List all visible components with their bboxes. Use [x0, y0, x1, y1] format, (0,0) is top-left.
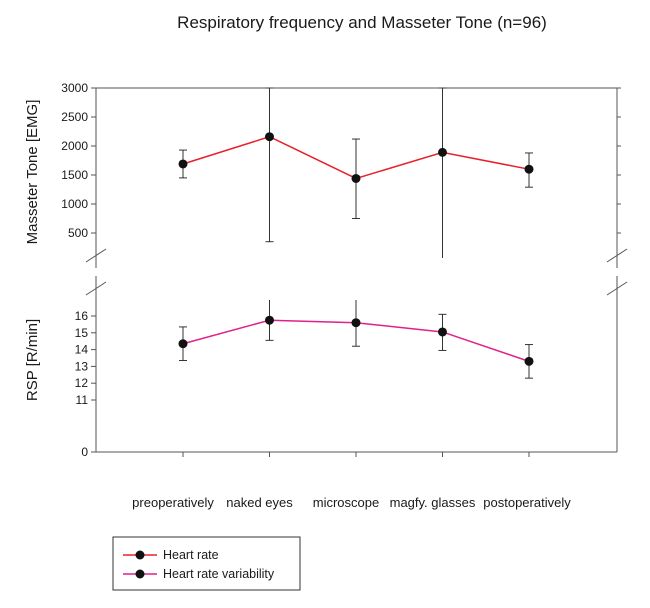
legend-box [112, 536, 301, 591]
legend-label: Heart rate variability [163, 567, 275, 581]
data-point [351, 318, 361, 328]
legend-marker [135, 569, 145, 579]
data-point [438, 147, 447, 157]
y-tick-label: 13 [75, 359, 89, 373]
data-point [265, 315, 274, 325]
y-tick-label: 14 [75, 343, 89, 357]
legend: Heart rate Heart rate variability [112, 536, 301, 591]
plot-frame [85, 87, 628, 457]
y-tick-label: 3000 [61, 81, 88, 95]
x-axis-labels: preoperatively naked eyes microscope magfy.… [132, 495, 571, 510]
y-tick-label: 2000 [61, 139, 88, 153]
y-tick-label: 1500 [61, 168, 88, 182]
data-point [178, 159, 188, 169]
x-tick-label: naked eyes [226, 495, 293, 510]
y-tick-label: 1000 [61, 197, 88, 211]
data-point [438, 327, 447, 337]
y-tick-label: 11 [76, 393, 89, 407]
data-point [265, 132, 274, 142]
y-tick-label: 15 [75, 326, 89, 340]
x-tick-label: preoperatively [132, 495, 214, 510]
y-tick-label: 2500 [61, 110, 88, 124]
x-tick-label: postoperatively [483, 495, 571, 510]
data-point [178, 339, 188, 349]
x-tick-label: magfy. glasses [390, 495, 476, 510]
axis-break-mark-right-upper [606, 248, 628, 263]
y-tick-label: 12 [75, 376, 89, 390]
top-panel-y-axis: 500 1000 1500 2000 2500 3000 [61, 81, 621, 240]
bottom-panel-series [178, 300, 534, 379]
data-point [524, 356, 534, 366]
x-tick-label: microscope [313, 495, 379, 510]
axis-break-mark-left-lower [85, 281, 107, 296]
top-panel-series [178, 87, 534, 258]
chart-title: Respiratory frequency and Masseter Tone … [177, 13, 547, 32]
y-tick-label: 500 [68, 226, 88, 240]
axis-break-mark-right-lower [606, 281, 628, 296]
top-panel-ylabel: Masseter Tone [EMG] [24, 100, 41, 245]
data-point [524, 164, 534, 174]
y-tick-label: 0 [81, 445, 88, 459]
axis-break-mark-left-upper [85, 248, 107, 263]
bottom-panel-y-axis: 0 11 12 13 14 15 16 [75, 309, 96, 459]
data-point [351, 173, 361, 183]
bottom-panel-ylabel: RSP [R/min] [24, 319, 41, 401]
legend-marker [135, 550, 145, 560]
legend-label: Heart rate [163, 548, 219, 562]
y-tick-label: 16 [75, 309, 89, 323]
